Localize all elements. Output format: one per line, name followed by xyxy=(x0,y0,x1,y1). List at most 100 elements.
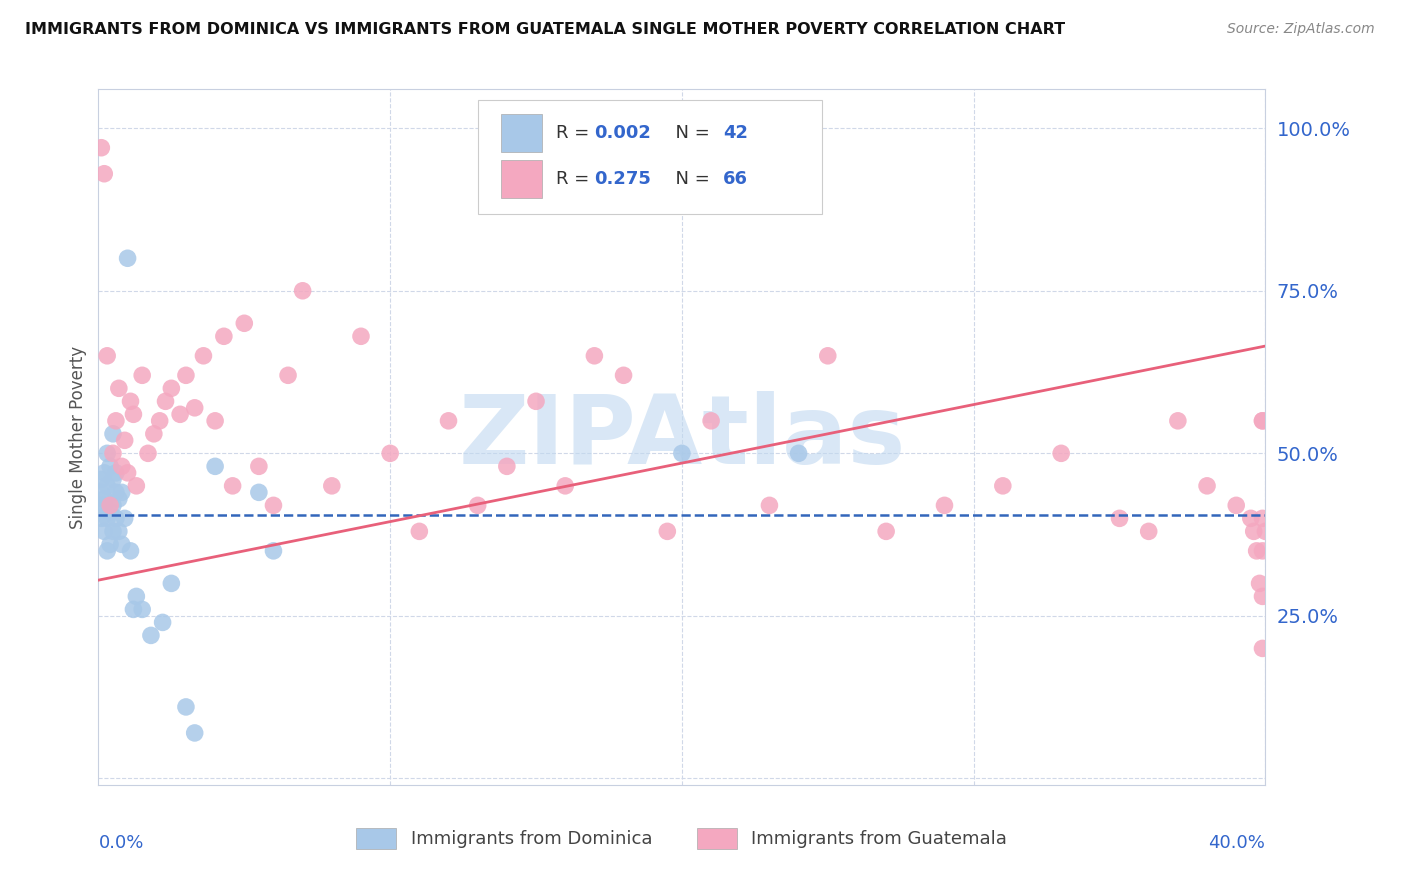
Point xyxy=(262,499,284,513)
Y-axis label: Single Mother Poverty: Single Mother Poverty xyxy=(69,345,87,529)
Point xyxy=(104,485,127,500)
Point xyxy=(657,524,679,539)
FancyBboxPatch shape xyxy=(501,161,541,198)
Text: IMMIGRANTS FROM DOMINICA VS IMMIGRANTS FROM GUATEMALA SINGLE MOTHER POVERTY CORR: IMMIGRANTS FROM DOMINICA VS IMMIGRANTS F… xyxy=(25,22,1066,37)
Point xyxy=(98,499,121,513)
Point xyxy=(120,544,142,558)
Point xyxy=(204,414,226,428)
Point xyxy=(1195,479,1218,493)
Legend: Immigrants from Dominica, Immigrants from Guatemala: Immigrants from Dominica, Immigrants fro… xyxy=(349,821,1015,856)
FancyBboxPatch shape xyxy=(501,113,541,152)
Point xyxy=(1243,524,1265,539)
Text: R =: R = xyxy=(555,170,595,188)
Point xyxy=(98,537,121,551)
Point xyxy=(96,479,118,493)
Point xyxy=(380,446,402,460)
Point xyxy=(991,479,1014,493)
Point xyxy=(125,590,148,604)
Point xyxy=(1240,511,1263,525)
Point xyxy=(1251,641,1274,656)
Point xyxy=(262,544,284,558)
Point xyxy=(136,446,159,460)
Text: R =: R = xyxy=(555,124,595,142)
Point xyxy=(554,479,576,493)
Point xyxy=(90,141,112,155)
Point xyxy=(321,479,343,493)
Point xyxy=(671,446,693,460)
Point xyxy=(101,499,124,513)
Point xyxy=(117,466,139,480)
Point xyxy=(122,602,145,616)
Point xyxy=(101,472,124,486)
Point xyxy=(155,394,177,409)
Text: 0.002: 0.002 xyxy=(595,124,651,142)
Point xyxy=(104,414,127,428)
Point xyxy=(496,459,519,474)
Point xyxy=(875,524,897,539)
Point xyxy=(152,615,174,630)
Point xyxy=(90,499,112,513)
Point xyxy=(108,491,131,506)
Point xyxy=(142,426,165,441)
Point xyxy=(247,459,270,474)
Point xyxy=(98,459,121,474)
Point xyxy=(101,446,124,460)
Point xyxy=(934,499,956,513)
Point xyxy=(612,368,634,383)
Point xyxy=(131,368,153,383)
Text: N =: N = xyxy=(665,124,716,142)
Point xyxy=(96,511,118,525)
Text: 0.275: 0.275 xyxy=(595,170,651,188)
Point xyxy=(93,524,115,539)
Point xyxy=(96,349,118,363)
Point xyxy=(437,414,460,428)
Point xyxy=(1251,414,1274,428)
Point xyxy=(758,499,780,513)
Point xyxy=(183,726,205,740)
Point xyxy=(114,434,136,448)
Point xyxy=(93,499,115,513)
Point xyxy=(233,316,256,330)
Point xyxy=(117,252,139,266)
Point xyxy=(247,485,270,500)
FancyBboxPatch shape xyxy=(478,100,823,214)
Point xyxy=(204,459,226,474)
Point xyxy=(174,700,197,714)
Point xyxy=(114,511,136,525)
Point xyxy=(90,472,112,486)
Point xyxy=(1251,590,1274,604)
Point xyxy=(93,491,115,506)
Point xyxy=(101,524,124,539)
Point xyxy=(1167,414,1189,428)
Point xyxy=(467,499,489,513)
Point xyxy=(122,407,145,421)
Text: 40.0%: 40.0% xyxy=(1209,834,1265,852)
Point xyxy=(524,394,547,409)
Point xyxy=(1050,446,1073,460)
Point xyxy=(160,381,183,395)
Text: 0.0%: 0.0% xyxy=(98,834,143,852)
Point xyxy=(350,329,373,343)
Point xyxy=(111,485,134,500)
Text: 66: 66 xyxy=(723,170,748,188)
Point xyxy=(700,414,723,428)
Text: 42: 42 xyxy=(723,124,748,142)
Point xyxy=(221,479,243,493)
Point xyxy=(111,537,134,551)
Point xyxy=(174,368,197,383)
Point xyxy=(1246,544,1268,558)
Point xyxy=(108,524,131,539)
Point xyxy=(108,381,131,395)
Point xyxy=(183,401,205,415)
Point xyxy=(1251,414,1274,428)
Point xyxy=(104,466,127,480)
Point xyxy=(96,544,118,558)
Point xyxy=(101,426,124,441)
Point xyxy=(408,524,430,539)
Point xyxy=(291,284,314,298)
Point xyxy=(787,446,810,460)
Text: Source: ZipAtlas.com: Source: ZipAtlas.com xyxy=(1227,22,1375,37)
Point xyxy=(96,446,118,460)
Point xyxy=(93,466,115,480)
Point xyxy=(104,511,127,525)
